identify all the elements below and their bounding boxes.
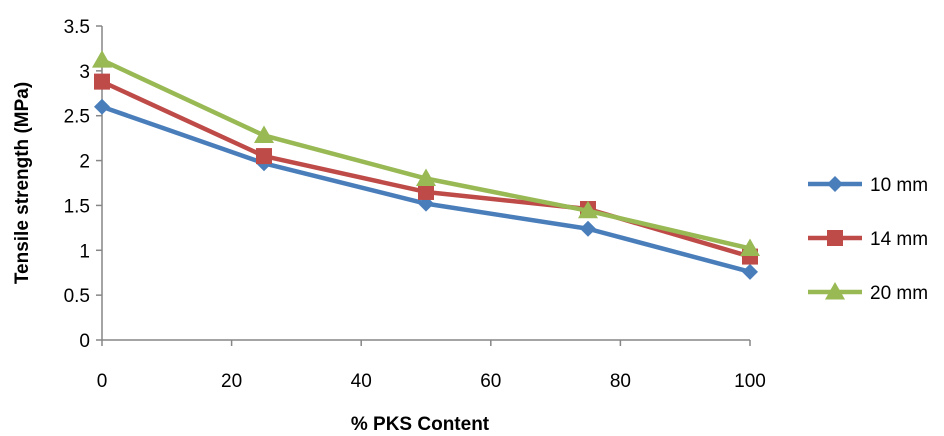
data-point bbox=[256, 148, 272, 165]
data-point bbox=[742, 263, 758, 280]
data-point bbox=[418, 183, 434, 200]
legend-marker bbox=[825, 282, 845, 300]
y-tick-label: 2.5 bbox=[64, 107, 90, 128]
legend-marker bbox=[827, 176, 843, 192]
series-layer bbox=[92, 50, 760, 280]
axes: 0 0.5 1 1.5 2 2.5 3 3.5 0 20 40 60 80 100 bbox=[64, 17, 766, 392]
legend-label: 14 mm bbox=[870, 229, 928, 250]
data-point bbox=[254, 125, 274, 143]
y-axis-title: Tensile strength (MPa) bbox=[12, 82, 33, 284]
x-tick-label: 0 bbox=[97, 371, 108, 392]
data-point bbox=[92, 50, 112, 68]
x-tick-label: 40 bbox=[351, 371, 372, 392]
legend-item: 14 mm bbox=[808, 229, 928, 250]
y-tick-label: 3 bbox=[79, 62, 90, 83]
series-line bbox=[99, 57, 753, 251]
data-point bbox=[580, 220, 596, 237]
legend-label: 10 mm bbox=[870, 175, 928, 196]
x-tick-label: 20 bbox=[221, 371, 242, 392]
data-point bbox=[578, 200, 598, 219]
data-point bbox=[94, 73, 110, 90]
legend-label: 20 mm bbox=[870, 283, 928, 304]
x-axis-title: % PKS Content bbox=[351, 414, 490, 435]
y-tick-label: 1 bbox=[79, 241, 90, 262]
x-tick-label: 60 bbox=[480, 371, 501, 392]
legend-marker bbox=[827, 230, 843, 246]
legend-item: 20 mm bbox=[808, 282, 928, 304]
y-tick-label: 1.5 bbox=[64, 196, 90, 217]
y-tick-label: 0.5 bbox=[64, 286, 90, 307]
y-tick-label: 3.5 bbox=[64, 17, 90, 38]
data-point bbox=[94, 98, 110, 115]
x-tick-label: 80 bbox=[610, 371, 631, 392]
data-point bbox=[740, 238, 760, 256]
y-tick-label: 0 bbox=[79, 331, 90, 352]
y-ticks: 0 0.5 1 1.5 2 2.5 3 3.5 bbox=[64, 17, 102, 352]
data-point bbox=[416, 168, 436, 187]
legend: 10 mm 14 mm 20 mm bbox=[808, 175, 928, 304]
series-2 bbox=[92, 50, 760, 256]
legend-item: 10 mm bbox=[808, 175, 928, 196]
y-tick-label: 2 bbox=[79, 152, 90, 173]
x-tick-label: 100 bbox=[734, 371, 766, 392]
x-ticks: 0 20 40 60 80 100 bbox=[97, 340, 766, 392]
